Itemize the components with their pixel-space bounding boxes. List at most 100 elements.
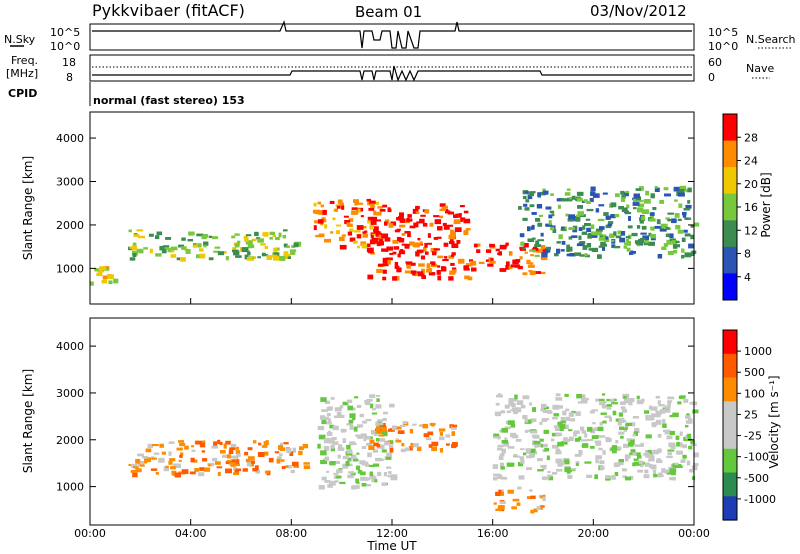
power-cell xyxy=(620,190,625,195)
velocity-cell xyxy=(589,410,595,414)
power-cell xyxy=(214,246,221,249)
power-cell xyxy=(187,239,194,242)
power-cell xyxy=(434,219,442,225)
velocity-cell xyxy=(574,453,582,457)
velocity-cell xyxy=(356,404,362,408)
velocity-cell xyxy=(389,444,394,449)
power-cell xyxy=(625,190,630,194)
velocity-cell xyxy=(222,454,227,458)
nsky-tick-top: 10^5 xyxy=(50,26,80,39)
power-cell xyxy=(628,216,631,221)
power-cell xyxy=(478,261,485,264)
power-cell xyxy=(473,243,478,248)
power-cell xyxy=(486,249,492,253)
velocity-cell xyxy=(688,418,693,423)
power-cell xyxy=(201,234,207,240)
power-cell xyxy=(412,208,419,214)
velocity-cell xyxy=(261,445,268,448)
velocity-cell xyxy=(158,457,165,463)
velocity-cell xyxy=(326,413,331,417)
power-cell xyxy=(433,215,440,218)
velocity-cell xyxy=(551,444,559,449)
velocity-cell xyxy=(644,452,650,457)
power-cell xyxy=(155,235,160,240)
power-cell xyxy=(609,235,615,239)
power-cell xyxy=(370,239,375,245)
velocity-cell xyxy=(542,449,546,453)
power-cell xyxy=(564,192,571,196)
power-cell xyxy=(428,272,436,276)
velocity-cell xyxy=(541,476,547,481)
velocity-cell xyxy=(606,404,612,407)
velocity-cell xyxy=(512,498,520,502)
velocity-cell xyxy=(355,465,361,470)
velocity-panel: Slant Range [km] 4000 3000 2000 1000 xyxy=(21,317,699,526)
velocity-cell xyxy=(330,447,335,452)
velocity-cell xyxy=(590,429,595,434)
velocity-cell xyxy=(346,423,353,426)
velocity-cell xyxy=(522,415,528,419)
velocity-cell xyxy=(223,443,227,449)
velocity-cell xyxy=(581,430,587,434)
power-cell xyxy=(682,211,687,216)
velocity-cell xyxy=(410,442,414,448)
velocity-cell xyxy=(230,462,236,467)
velocity-cell xyxy=(652,469,657,475)
velocity-cell xyxy=(375,404,382,409)
velocity-cell xyxy=(541,418,548,422)
power-cell xyxy=(348,218,354,222)
velocity-cell xyxy=(383,411,388,415)
velocity-yticks: 4000 3000 2000 1000 xyxy=(56,340,694,494)
power-cell xyxy=(339,244,347,250)
velocity-cell xyxy=(230,455,238,459)
velocity-cell xyxy=(525,429,532,432)
velocity-cell xyxy=(520,459,525,464)
velocity-cell xyxy=(150,468,158,471)
power-cell xyxy=(362,233,369,238)
power-cell xyxy=(565,213,569,217)
power-cell xyxy=(352,240,358,244)
velocity-cell xyxy=(274,451,280,454)
velocity-cell xyxy=(655,419,662,425)
power-cell xyxy=(161,248,167,254)
velocity-cell xyxy=(247,447,253,451)
velocity-cell xyxy=(566,470,571,474)
velocity-cell xyxy=(264,470,270,474)
velocity-cell xyxy=(578,450,583,455)
velocity-cell xyxy=(619,426,625,430)
power-cell xyxy=(650,214,654,220)
velocity-cell xyxy=(680,444,687,448)
velocity-cell xyxy=(376,444,381,448)
power-cell xyxy=(451,243,459,248)
power-cell xyxy=(663,187,669,191)
velocity-cell xyxy=(233,472,239,475)
power-cell xyxy=(518,207,522,210)
nsearch-label: N.Search xyxy=(746,33,796,46)
power-cell xyxy=(586,200,591,205)
velocity-cell xyxy=(137,460,145,466)
velocity-cell xyxy=(550,438,555,442)
velocity-cell xyxy=(499,456,504,461)
freq-panel: Freq. [MHz] 18 8 60 0 Nave CPID normal (… xyxy=(6,54,774,107)
velocity-cell xyxy=(629,398,635,403)
velocity-cell xyxy=(576,394,582,399)
cpid-text: normal (fast stereo) 153 xyxy=(93,94,245,107)
velocity-cell xyxy=(248,456,255,461)
power-cell xyxy=(685,189,689,193)
power-cell xyxy=(659,199,664,204)
time-axis: 00:00 04:00 08:00 12:00 16:00 20:00 00:00 xyxy=(74,298,710,540)
power-cell xyxy=(414,273,420,277)
velocity-colorbar-label: Velocity [m s⁻¹] xyxy=(767,375,781,468)
velocity-cell xyxy=(351,456,358,460)
velocity-cell xyxy=(522,452,527,456)
power-cell xyxy=(436,236,442,239)
velocity-cell xyxy=(281,466,286,469)
velocity-cell xyxy=(503,442,510,447)
power-cell xyxy=(613,231,617,236)
power-cell xyxy=(282,234,287,239)
power-cell xyxy=(170,246,178,251)
velocity-cell xyxy=(605,438,612,443)
velocity-cell xyxy=(292,461,299,467)
power-cell xyxy=(636,196,641,202)
velocity-cell xyxy=(368,436,373,440)
